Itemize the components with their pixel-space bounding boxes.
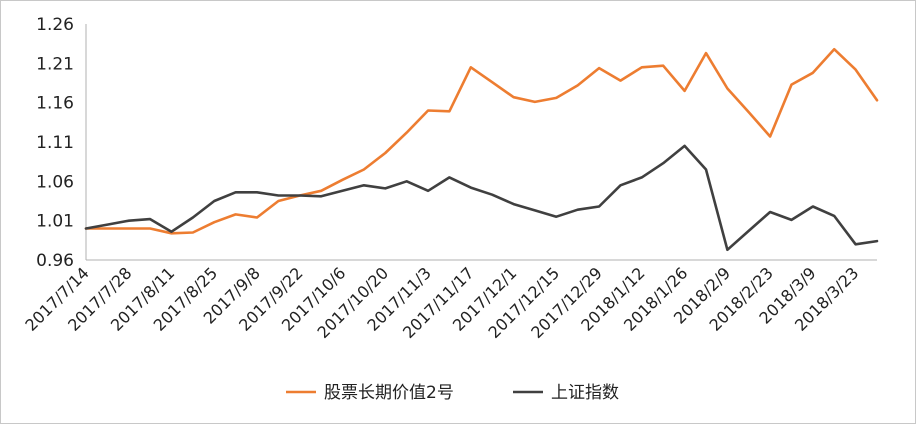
series-line-2 xyxy=(84,144,879,252)
legend: 股票长期价值2号 上证指数 xyxy=(286,383,619,403)
x-axis: 2017/7/142017/7/282017/8/112017/8/252017… xyxy=(21,263,862,342)
legend-label-2: 上证指数 xyxy=(551,383,619,403)
y-tick-label: 1.16 xyxy=(36,94,74,114)
series-layer xyxy=(84,47,879,252)
series-line-1 xyxy=(84,47,879,235)
y-axis: 1.26 1.21 1.16 1.11 1.06 1.01 0.96 xyxy=(36,15,74,271)
legend-label-1: 股票长期价值2号 xyxy=(324,383,454,403)
y-tick-label: 1.11 xyxy=(36,133,74,153)
y-tick-label: 1.06 xyxy=(36,172,74,192)
y-tick-label: 1.21 xyxy=(36,54,74,74)
y-tick-label: 0.96 xyxy=(36,251,74,271)
y-tick-label: 1.26 xyxy=(36,15,74,35)
y-tick-label: 1.01 xyxy=(36,212,74,232)
